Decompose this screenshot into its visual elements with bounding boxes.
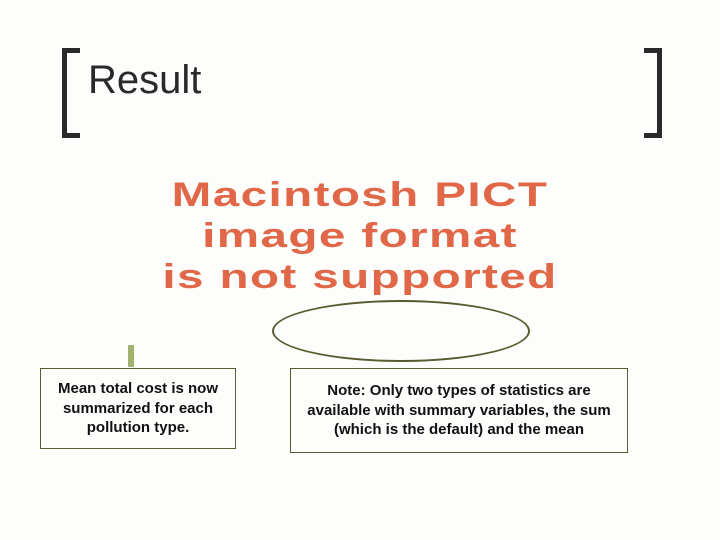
pict-error-message: Macintosh PICT image format is not suppo… [80, 175, 640, 297]
pict-line-1: Macintosh PICT [80, 175, 640, 216]
slide-title: Result [88, 58, 201, 103]
left-bracket-decoration [62, 48, 80, 138]
callout-left: Mean total cost is now summarized for ea… [40, 368, 236, 449]
right-bracket-decoration [644, 48, 662, 138]
pict-line-3: is not supported [80, 257, 640, 298]
pict-line-2: image format [80, 216, 640, 257]
highlight-ellipse [272, 300, 530, 362]
callout-right: Note: Only two types of statistics are a… [290, 368, 628, 453]
bullet-tick [128, 345, 134, 367]
